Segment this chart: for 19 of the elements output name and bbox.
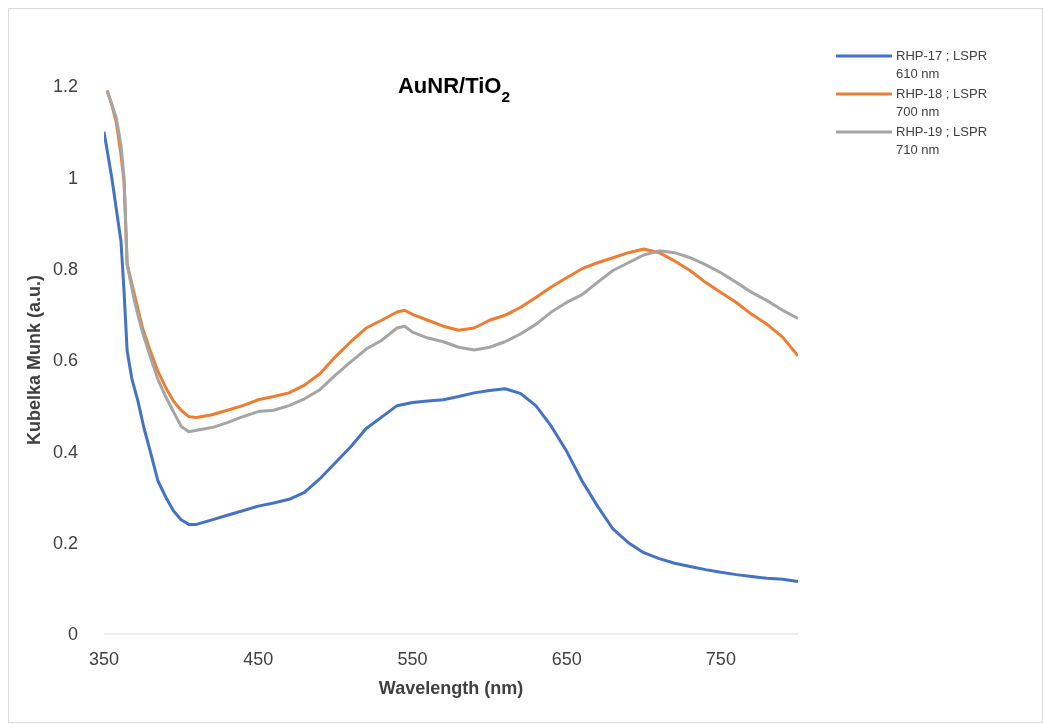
chart-title: AuNR/TiO$_{2}$ [397,73,511,105]
legend-label: RHP-18 ; LSPR 700 nm [896,85,989,121]
y-tick-label: 1.2 [52,76,78,97]
x-axis-title: Wavelength (nm) [378,678,524,698]
y-tick-label: 0.6 [52,350,78,371]
x-tick-label: 750 [705,648,736,669]
x-tick-label: 450 [243,648,274,669]
y-tick-label: 0 [67,624,78,645]
legend-label: RHP-19 ; LSPR 710 nm [896,123,989,159]
y-tick-label: 1 [67,167,78,188]
x-tick-label: 350 [88,648,120,669]
y-tick-label: 0.8 [52,259,78,280]
y-axis-title: Kubelka Munk (a.u.) [24,274,45,446]
y-tick-label: 0.2 [52,533,78,554]
legend-label: RHP-17 ; LSPR 610 nm [896,47,989,83]
line-series [104,130,798,583]
x-tick-label: 550 [397,648,428,669]
y-tick-label: 0.4 [52,441,78,462]
x-tick-label: 650 [551,648,582,669]
